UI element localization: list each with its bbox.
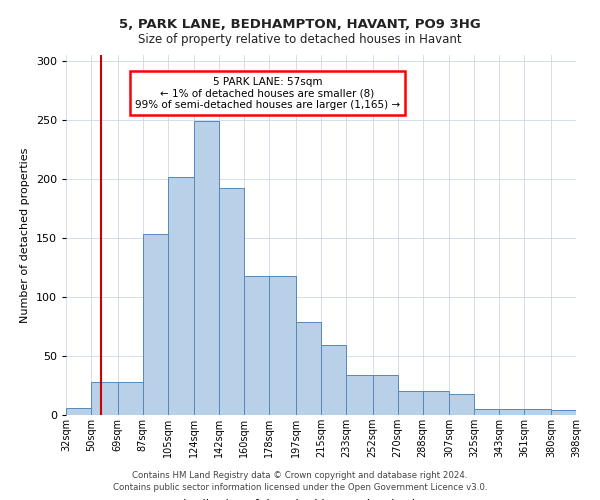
Bar — [398, 392, 423, 415]
X-axis label: Distribution of detached houses by size in Havant: Distribution of detached houses by size … — [173, 499, 469, 500]
Bar — [296, 322, 321, 415]
Bar — [244, 276, 269, 415]
Bar — [194, 121, 219, 415]
Text: 5, PARK LANE, BEDHAMPTON, HAVANT, PO9 3HG: 5, PARK LANE, BEDHAMPTON, HAVANT, PO9 3H… — [119, 18, 481, 30]
Text: 5 PARK LANE: 57sqm
← 1% of detached houses are smaller (8)
99% of semi-detached : 5 PARK LANE: 57sqm ← 1% of detached hous… — [135, 76, 400, 110]
Bar — [143, 234, 168, 415]
Bar — [66, 408, 91, 415]
Bar — [219, 188, 244, 415]
Bar — [551, 410, 576, 415]
Bar — [423, 392, 449, 415]
Text: Contains HM Land Registry data © Crown copyright and database right 2024.: Contains HM Land Registry data © Crown c… — [132, 471, 468, 480]
Text: Contains public sector information licensed under the Open Government Licence v3: Contains public sector information licen… — [113, 484, 487, 492]
Bar — [449, 394, 474, 415]
Bar — [118, 382, 143, 415]
Text: Size of property relative to detached houses in Havant: Size of property relative to detached ho… — [138, 32, 462, 46]
Bar — [474, 409, 499, 415]
Bar — [269, 276, 296, 415]
Bar — [321, 346, 346, 415]
Bar — [499, 409, 524, 415]
Bar — [168, 176, 194, 415]
Y-axis label: Number of detached properties: Number of detached properties — [20, 148, 30, 322]
Bar — [91, 382, 118, 415]
Bar — [524, 409, 551, 415]
Bar — [373, 375, 398, 415]
Bar — [346, 375, 373, 415]
